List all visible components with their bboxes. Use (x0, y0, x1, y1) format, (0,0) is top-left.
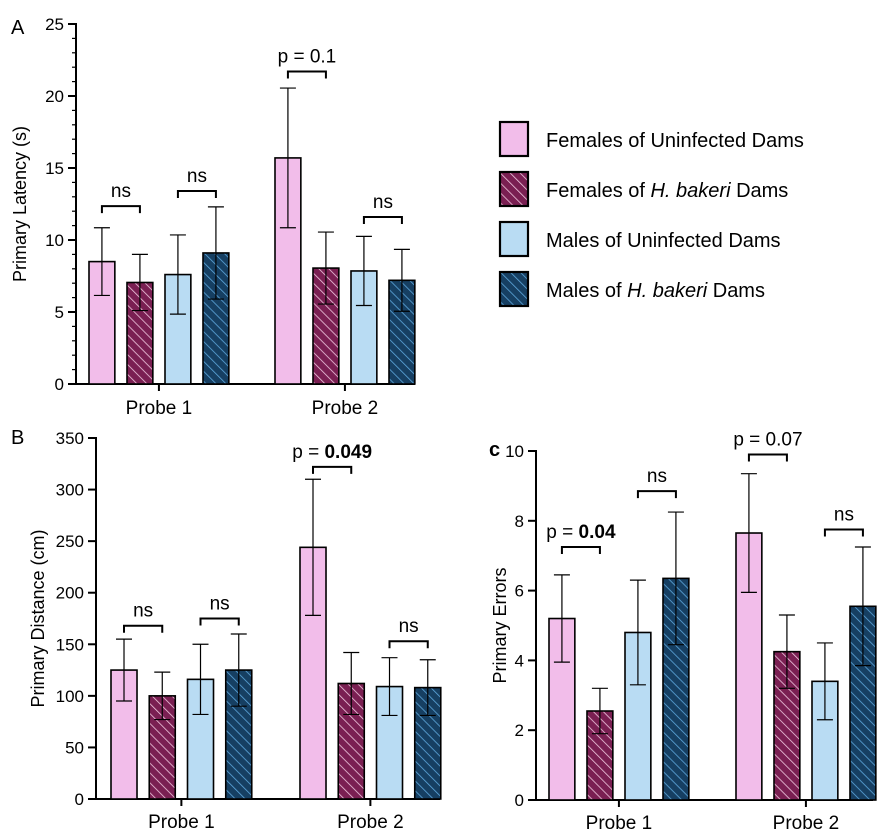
significance-bracket (199, 617, 240, 626)
x-tick-label: Probe 2 (312, 398, 379, 419)
y-tick-label: 300 (56, 481, 84, 500)
legend-label: Females of Uninfected Dams (546, 130, 804, 152)
annotation-part: Dams (707, 280, 765, 302)
x-tick-label: Probe 2 (337, 812, 404, 833)
annotation-part: ns (647, 466, 667, 487)
significance-label: ns (647, 466, 667, 487)
y-tick-label: 10 (505, 442, 524, 461)
x-tick-label: Probe 1 (126, 398, 193, 419)
panel-b-primary-distance: B Primary Distance (cm) 0 50 100 150 200 250 300… (11, 427, 442, 833)
significance-bracket (286, 70, 327, 79)
legend-label: Males of H. bakeri Dams (546, 280, 765, 302)
significance-bracket (636, 490, 677, 499)
legend-swatch (498, 270, 530, 308)
y-tick-label: 100 (56, 687, 84, 706)
x-tick-label: Probe 1 (148, 812, 215, 833)
annotation-part: 0.04 (579, 522, 616, 543)
annotation-part: 0.049 (324, 442, 372, 463)
annotation-part: H. bakeri (650, 180, 731, 202)
annotation-part: p = (546, 522, 578, 543)
y-axis-title: Primary Errors (490, 568, 510, 684)
annotation-part: ns (111, 181, 131, 202)
annotation-part: Males of Uninfected Dams (546, 230, 781, 252)
legend-label: Males of Uninfected Dams (546, 230, 781, 252)
panel-letter: B (11, 427, 24, 449)
significance-bracket (362, 215, 403, 224)
significance-label: ns (399, 616, 419, 637)
annotation-part: ns (399, 616, 419, 637)
annotation-part: ns (133, 601, 153, 622)
significance-bracket (747, 453, 788, 462)
panel-letter: c (489, 439, 500, 461)
y-tick-label: 150 (56, 635, 84, 654)
x-tick-label: Probe 1 (586, 813, 653, 834)
y-tick-label: 2 (515, 721, 524, 740)
significance-bracket (176, 190, 217, 199)
annotation-part: Males of (546, 280, 627, 302)
annotation-part: ns (373, 192, 393, 213)
y-tick-label: 250 (56, 532, 84, 551)
y-tick-label: 6 (515, 582, 524, 601)
legend-swatch (498, 170, 530, 208)
y-tick-label: 25 (45, 15, 64, 34)
significance-label: p = 0.04 (546, 522, 616, 543)
annotation-part: p = 0.1 (278, 47, 337, 68)
panel-a-primary-latency: A Primary Latency (s) 0 5 10 15 20 25 Probe 1 ns n… (10, 15, 416, 419)
y-tick-label: 0 (75, 790, 84, 809)
y-axis-title: Primary Latency (s) (10, 126, 30, 282)
annotation-part: Dams (731, 180, 789, 202)
annotation-part: p = (292, 442, 324, 463)
annotation-part: p = 0.07 (733, 429, 802, 450)
y-tick-label: 0 (55, 375, 64, 394)
annotation-part: ns (187, 166, 207, 187)
annotation-part: Females of (546, 180, 650, 202)
panel-c-primary-errors: c Primary Errors 0 2 4 6 8 10 Probe 1 p = 0.04 ns P… (489, 429, 877, 834)
legend-swatch (498, 220, 530, 258)
significance-label: p = 0.1 (278, 47, 337, 68)
significance-label: ns (133, 601, 153, 622)
significance-label: ns (373, 192, 393, 213)
y-tick-label: 8 (515, 512, 524, 531)
y-tick-label: 200 (56, 584, 84, 603)
legend-label: Females of H. bakeri Dams (546, 180, 788, 202)
significance-label: ns (834, 505, 854, 526)
y-tick-label: 4 (515, 651, 524, 670)
x-tick-label: Probe 2 (773, 813, 840, 834)
y-tick-label: 5 (55, 303, 64, 322)
annotation-part: H. bakeri (627, 280, 708, 302)
panel-letter: A (11, 17, 25, 39)
annotation-part: ns (210, 594, 230, 615)
y-tick-label: 10 (45, 231, 64, 250)
legend-swatch (498, 120, 530, 158)
significance-label: p = 0.07 (733, 429, 802, 450)
significance-bracket (312, 465, 353, 474)
y-tick-label: 0 (515, 791, 524, 810)
significance-label: p = 0.049 (292, 442, 372, 463)
y-tick-label: 50 (65, 738, 84, 757)
annotation-part: ns (834, 505, 854, 526)
significance-bracket (560, 545, 601, 554)
significance-bracket (388, 640, 429, 649)
y-tick-label: 20 (45, 87, 64, 106)
significance-bracket (100, 205, 141, 214)
significance-bracket (823, 528, 864, 537)
bar-females-uninfected (110, 669, 138, 800)
significance-label: ns (111, 181, 131, 202)
significance-bracket (123, 624, 164, 633)
annotation-part: Females of Uninfected Dams (546, 130, 804, 152)
y-tick-label: 350 (56, 429, 84, 448)
legend: Females of Uninfected Dams Females of H. … (498, 120, 804, 308)
y-tick-label: 15 (45, 159, 64, 178)
y-axis-title: Primary Distance (cm) (28, 529, 48, 707)
significance-label: ns (210, 594, 230, 615)
significance-label: ns (187, 166, 207, 187)
